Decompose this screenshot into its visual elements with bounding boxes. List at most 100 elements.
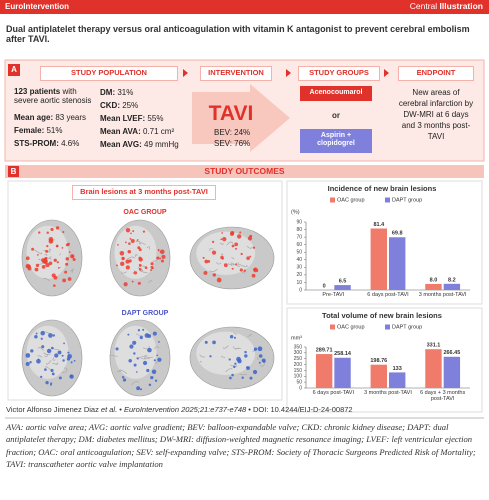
brain-shade <box>114 225 157 279</box>
lesion <box>58 376 62 380</box>
stat-value: 31% <box>117 88 134 97</box>
group-label: DAPT GROUP <box>121 310 169 317</box>
lesion <box>203 270 208 275</box>
lesion <box>246 256 250 261</box>
gyrus <box>257 357 259 361</box>
authors: Victor Alfonso Jimenez Diaz <box>6 405 99 414</box>
value-label: 266.45 <box>443 350 460 356</box>
lesion <box>137 281 141 285</box>
intervention-arrow <box>192 84 290 152</box>
lesion <box>63 342 65 345</box>
lesion <box>130 232 132 235</box>
lesion <box>262 360 266 363</box>
lesion <box>156 354 159 357</box>
gyrus <box>109 354 118 357</box>
lesion <box>241 376 244 379</box>
lesion <box>129 237 132 240</box>
chevron <box>286 69 291 77</box>
y-tick-label: 20 <box>296 272 302 278</box>
lesion <box>212 340 216 345</box>
value-label: 8.0 <box>430 277 438 283</box>
lesion <box>70 361 73 364</box>
doi: DOI: 10.4244/EIJ-D-24-00872 <box>252 405 353 414</box>
lesion <box>67 277 72 281</box>
lesion <box>52 334 56 337</box>
lesion <box>25 353 31 358</box>
lesion <box>137 329 141 332</box>
lesion <box>246 366 250 370</box>
lesion <box>234 242 239 247</box>
value-label: 133 <box>393 366 402 372</box>
lesion <box>244 354 248 358</box>
label-plain: Central <box>409 0 438 11</box>
lesion <box>140 388 143 391</box>
value-label: 289.71 <box>316 348 333 354</box>
lesion <box>136 386 141 391</box>
lesion <box>46 348 52 354</box>
lesion <box>51 273 56 278</box>
gyrus <box>215 262 222 265</box>
lesion <box>147 347 152 353</box>
lesion <box>233 365 236 369</box>
chart-title: Incidence of new brain lesions <box>328 184 437 193</box>
lesion <box>25 256 30 261</box>
lesion <box>35 332 38 335</box>
title: Dual antiplatelet therapy versus oral an… <box>6 24 470 45</box>
lesion <box>43 258 48 264</box>
lesion <box>233 336 236 339</box>
section-a-badge <box>8 64 20 76</box>
gyrus <box>42 278 50 282</box>
lesion <box>36 358 41 364</box>
legend-label: OAC group <box>337 197 365 203</box>
lesion <box>138 248 142 252</box>
heading: ENDPOINT <box>398 66 474 81</box>
lesion <box>221 232 224 234</box>
lesion <box>209 355 212 358</box>
y-tick-label: 10 <box>296 280 302 286</box>
lesion <box>65 262 69 266</box>
lesion <box>38 231 41 234</box>
legend-swatch <box>385 324 390 330</box>
lesion <box>252 369 258 375</box>
gyrus <box>144 354 154 358</box>
lesion <box>161 254 166 259</box>
section-heading: STUDY OUTCOMES <box>204 166 285 176</box>
lesion <box>235 247 237 250</box>
lesion <box>35 263 40 268</box>
lesion <box>132 340 137 345</box>
header-bar <box>0 0 489 14</box>
lesion <box>230 230 235 235</box>
lesion <box>153 359 156 362</box>
lesion <box>30 349 34 353</box>
lesion <box>125 259 130 264</box>
lesion <box>119 250 125 256</box>
oac-label: Acenocoumarol <box>309 89 363 96</box>
endpoint-text: New areas of cerebral infarction by DW-M… <box>398 88 474 141</box>
lesion <box>229 334 234 339</box>
brain-shade <box>114 325 157 379</box>
lesion <box>73 359 76 362</box>
lesion <box>72 257 76 262</box>
lesion <box>244 350 247 354</box>
legend-swatch <box>330 197 335 203</box>
y-tick-label: 0 <box>299 287 302 293</box>
group-label: OAC GROUP <box>123 209 167 216</box>
lesion <box>249 376 253 380</box>
gyrus <box>152 259 158 262</box>
y-tick-label: 250 <box>294 356 303 362</box>
legend-label: DAPT group <box>392 197 422 203</box>
value-label: 6.5 <box>339 279 347 285</box>
intervention-item: SEV: 76% <box>214 139 251 148</box>
bar <box>389 372 406 388</box>
section-letter: A <box>11 65 17 74</box>
lesion <box>157 249 160 252</box>
dapt-label: Aspirin + clopidogrel <box>317 132 355 148</box>
heading: STUDY GROUPS <box>298 66 380 81</box>
lesion <box>159 257 162 260</box>
x-tick-label: Pre-TAVI <box>322 292 345 298</box>
gyrus <box>116 369 122 373</box>
lesion <box>136 239 139 241</box>
stat-row: DM: 31% <box>100 86 186 99</box>
lesion <box>154 379 158 382</box>
